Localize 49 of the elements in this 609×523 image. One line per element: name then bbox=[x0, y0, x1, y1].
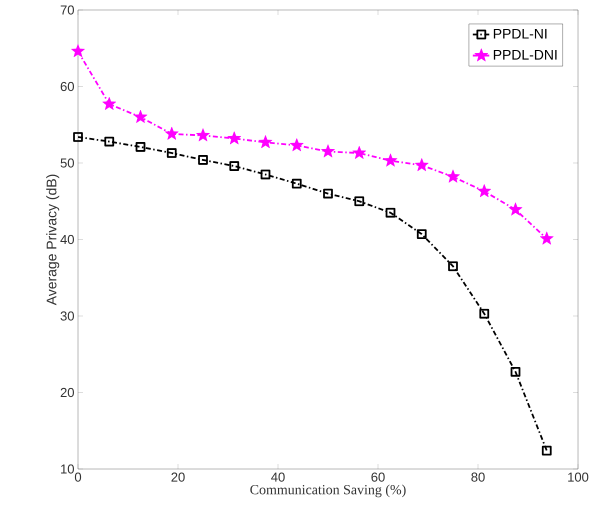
legend-label: PPDL-NI bbox=[494, 28, 546, 39]
x-tick-label: 100 bbox=[568, 472, 588, 482]
point bbox=[260, 170, 270, 180]
y-tick-label: 70 bbox=[60, 5, 74, 15]
point bbox=[448, 261, 458, 272]
point bbox=[384, 153, 398, 167]
legend-label: PPDL-DNI bbox=[494, 50, 557, 60]
point bbox=[227, 131, 242, 144]
y-tick-label: 60 bbox=[60, 82, 74, 92]
point bbox=[321, 144, 335, 158]
point bbox=[386, 208, 396, 218]
x-tick-label: 80 bbox=[471, 472, 485, 482]
x-axis-title: Communication Saving (%) bbox=[250, 484, 406, 498]
y-tick-label: 10 bbox=[61, 464, 74, 474]
point bbox=[508, 202, 522, 216]
point bbox=[477, 184, 492, 198]
point bbox=[479, 308, 490, 319]
point bbox=[323, 188, 333, 198]
point bbox=[414, 158, 429, 172]
point bbox=[102, 96, 116, 110]
point bbox=[258, 135, 272, 148]
x-tick-label: 20 bbox=[171, 472, 185, 482]
x-tick-label: 40 bbox=[271, 472, 285, 482]
point bbox=[540, 232, 554, 245]
point bbox=[104, 136, 114, 146]
point bbox=[542, 446, 552, 456]
y-axis-title: Average Privacy (dB) bbox=[46, 174, 60, 306]
point bbox=[446, 170, 460, 183]
point bbox=[292, 178, 302, 189]
point bbox=[352, 146, 366, 159]
point bbox=[73, 132, 83, 142]
point bbox=[198, 155, 208, 165]
point bbox=[416, 229, 427, 240]
y-tick-label: 30 bbox=[60, 311, 74, 321]
point bbox=[196, 128, 210, 142]
point bbox=[136, 142, 146, 152]
point bbox=[290, 138, 304, 152]
x-tick-label: 0 bbox=[74, 472, 82, 482]
point bbox=[134, 110, 148, 123]
point bbox=[166, 148, 177, 158]
point bbox=[229, 161, 240, 171]
x-tick-label: 60 bbox=[371, 472, 385, 482]
point bbox=[510, 366, 520, 377]
y-tick-label: 20 bbox=[60, 388, 74, 398]
y-tick-label: 50 bbox=[60, 158, 74, 168]
point bbox=[164, 126, 179, 140]
point bbox=[71, 44, 85, 58]
y-tick-label: 40 bbox=[60, 234, 74, 244]
point bbox=[354, 196, 364, 206]
